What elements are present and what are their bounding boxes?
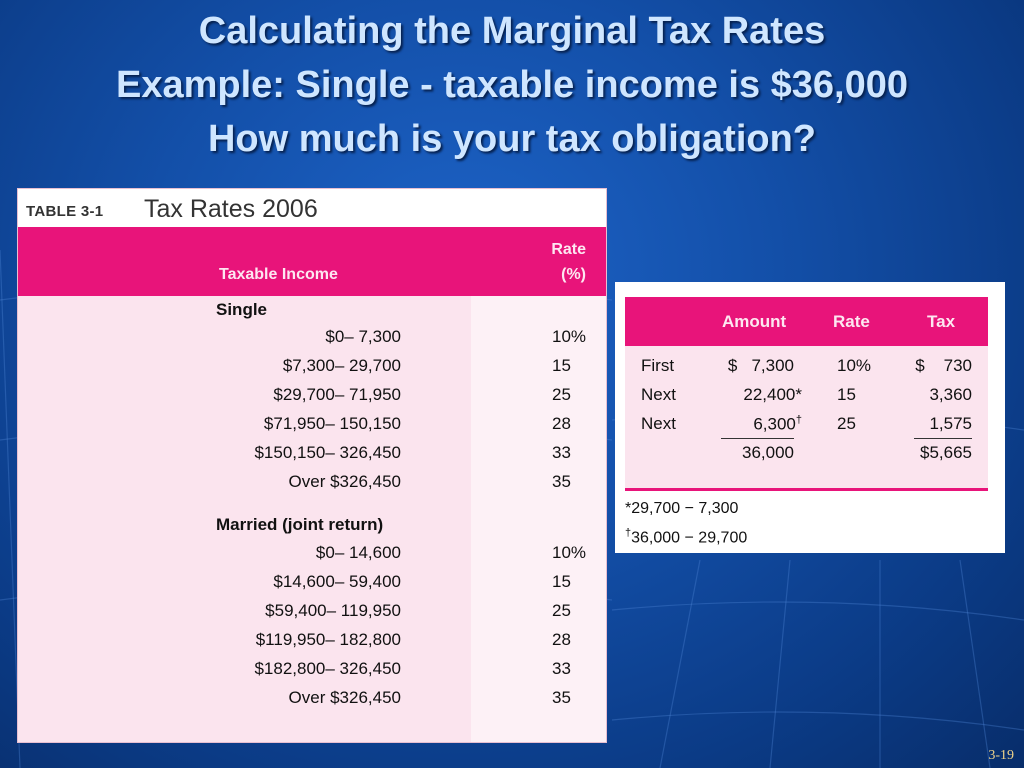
dagger-mark: † <box>795 414 802 426</box>
rate-value: 35 <box>552 472 571 491</box>
income-range: Over $326,450 <box>288 472 401 491</box>
slide-title: Calculating the Marginal Tax Rates Examp… <box>0 4 1024 166</box>
table-row: $150,150– 326,450 33 <box>18 443 606 472</box>
calc-row-tax: 1,575 <box>929 414 972 433</box>
table-row: Over $326,450 35 <box>18 472 606 501</box>
calc-total-amount: 36,000 <box>742 443 794 462</box>
calc-row-rate: 10% <box>837 356 872 375</box>
calc-header-tax: Tax <box>927 312 956 331</box>
rate-value: 10% <box>552 543 587 562</box>
title-line-1: Calculating the Marginal Tax Rates <box>198 10 826 52</box>
rate-value: 10% <box>552 327 587 346</box>
rate-value: 15 <box>552 356 571 375</box>
income-range: $71,950– 150,150 <box>263 414 401 433</box>
calc-row-label: Next <box>641 385 676 404</box>
table-row: $182,800– 326,450 33 <box>18 659 606 688</box>
title-line-2: Example: Single - taxable income is $36,… <box>115 64 909 106</box>
calc-row-amount: 22,400* <box>743 385 802 404</box>
rate-column-background <box>471 296 606 742</box>
calc-total-tax: $5,665 <box>920 443 972 462</box>
rate-value: 28 <box>552 630 571 649</box>
calc-header-band: Amount Rate Tax <box>625 297 988 346</box>
footnote-1: *29,700 − 7,300 <box>625 500 739 517</box>
table-row: $119,950– 182,800 28 <box>18 630 606 659</box>
tax-sum-line <box>914 438 972 439</box>
calc-row-rate: 15 <box>837 385 856 404</box>
table-row: Over $326,450 35 <box>18 688 606 717</box>
table-header: TABLE 3-1 Tax Rates 2006 <box>18 189 606 227</box>
table-label: TABLE 3-1 <box>26 203 104 220</box>
income-range: $0– 14,600 <box>315 543 401 562</box>
table-row: $7,300– 29,700 15 <box>18 356 606 385</box>
table-row: $29,700– 71,950 25 <box>18 385 606 414</box>
rate-value: 35 <box>552 688 571 707</box>
calc-row-amount: 6,300† <box>753 414 802 435</box>
tax-calculation-box: Amount Rate Tax First $ 7,300 10% $ 730 … <box>615 282 1005 553</box>
calc-row-tax: $ 730 <box>915 356 972 375</box>
income-range: $119,950– 182,800 <box>255 630 401 649</box>
rate-value: 25 <box>552 385 571 404</box>
income-range: $59,400– 119,950 <box>265 601 401 620</box>
calc-row-label: First <box>641 356 675 375</box>
rate-value: 25 <box>552 601 571 620</box>
slide-number: 3-19 <box>988 748 1014 763</box>
calc-header-amount: Amount <box>722 312 787 331</box>
income-range: $150,150– 326,450 <box>254 443 401 462</box>
column-header-rate-unit: (%) <box>561 266 586 283</box>
calc-header-rate: Rate <box>833 312 870 331</box>
title-line-3: How much is your tax obligation? <box>207 118 817 160</box>
calc-row-tax: 3,360 <box>929 385 972 404</box>
footnote-2-text: 36,000 − 29,700 <box>631 529 748 547</box>
amount-value: 6,300 <box>753 414 796 434</box>
column-header-rate: Rate <box>551 241 586 258</box>
amount-sum-line <box>721 438 794 439</box>
table-title: Tax Rates 2006 <box>144 195 318 223</box>
table-row: $59,400– 119,950 25 <box>18 601 606 630</box>
income-range: $7,300– 29,700 <box>282 356 401 375</box>
calc-row-rate: 25 <box>837 414 856 433</box>
income-range: $29,700– 71,950 <box>273 385 401 404</box>
table-column-header-band: Taxable Income Rate (%) <box>18 227 606 296</box>
tax-rates-table: TABLE 3-1 Tax Rates 2006 Taxable Income … <box>18 189 606 742</box>
dagger-mark: † <box>625 527 632 539</box>
table-row: $0– 7,300 10% <box>18 327 606 356</box>
tax-calculation-table: Amount Rate Tax First $ 7,300 10% $ 730 … <box>625 297 988 491</box>
calc-row-amount: $ 7,300 <box>727 356 794 375</box>
table-row: $71,950– 150,150 28 <box>18 414 606 443</box>
rate-value: 33 <box>552 443 571 462</box>
calc-bottom-rule <box>625 488 988 491</box>
footnote-2: †36,000 − 29,700 <box>625 527 747 547</box>
section-heading-single: Single <box>216 300 268 319</box>
income-range: $182,800– 326,450 <box>254 659 401 678</box>
income-range: $0– 7,300 <box>325 327 401 346</box>
table-row: $14,600– 59,400 15 <box>18 572 606 601</box>
table-body: Single $0– 7,300 10% $7,300– 29,700 15 $… <box>18 296 606 742</box>
table-row: $0– 14,600 10% <box>18 543 606 572</box>
column-header-taxable-income: Taxable Income <box>219 266 338 283</box>
calc-row-label: Next <box>641 414 676 433</box>
income-range: Over $326,450 <box>288 688 401 707</box>
rate-value: 28 <box>552 414 571 433</box>
rate-value: 15 <box>552 572 571 591</box>
section-heading-married: Married (joint return) <box>216 515 384 534</box>
rate-value: 33 <box>552 659 571 678</box>
income-range: $14,600– 59,400 <box>273 572 401 591</box>
